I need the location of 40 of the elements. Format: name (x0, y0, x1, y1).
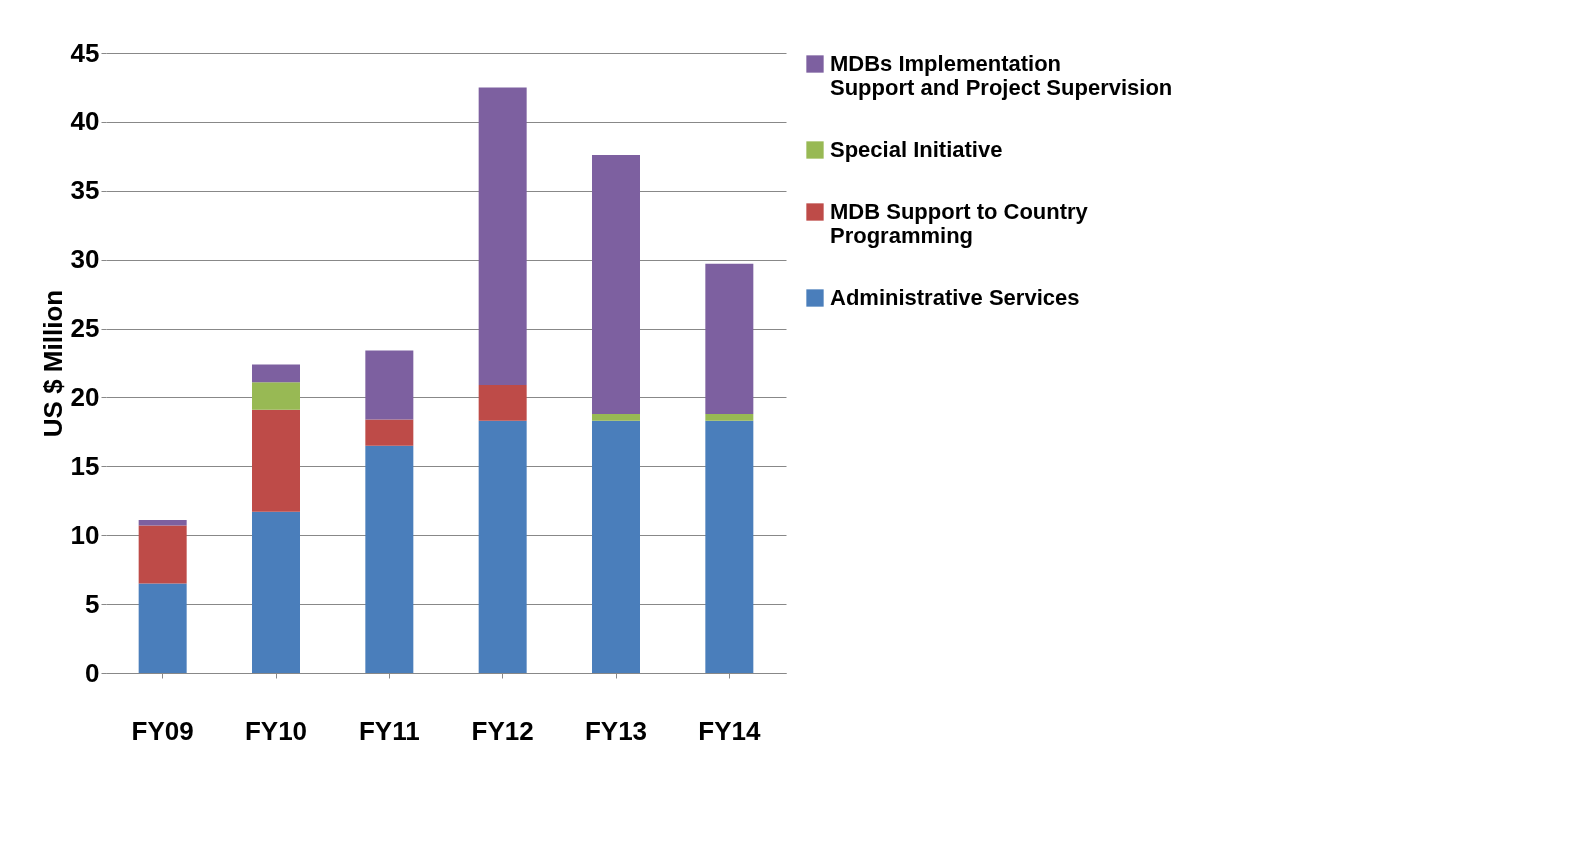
x-tick-label: FY13 (584, 715, 648, 746)
bar (478, 385, 527, 421)
bar (592, 413, 640, 421)
y-axis-title: US $ Million (37, 289, 68, 438)
bar (138, 525, 187, 584)
bar (252, 409, 300, 512)
bar (592, 154, 640, 414)
legend-label: MDBs Implementation Support and Project Supervision (830, 51, 1173, 100)
y-tick-label: 10 (70, 519, 100, 550)
x-tick-label: FY10 (244, 715, 308, 746)
bar (365, 419, 414, 446)
bar (592, 420, 640, 673)
bar (138, 520, 187, 526)
bar (252, 511, 300, 673)
x-tick-label: FY12 (471, 715, 534, 746)
bar (138, 583, 187, 673)
y-tick-label: 45 (70, 37, 100, 68)
y-tick-label: 15 (70, 450, 100, 481)
y-tick-label: 30 (70, 244, 100, 275)
bar (705, 263, 754, 414)
legend-label: Administrative Services (830, 285, 1080, 310)
x-tick-label: FY09 (131, 715, 194, 746)
legend-label: Special Initiative (830, 137, 1003, 162)
x-tick-label: FY11 (358, 715, 420, 746)
y-tick-label: 40 (70, 106, 100, 137)
bar (705, 420, 754, 673)
bar (365, 350, 414, 420)
bar (705, 413, 754, 421)
bar (478, 87, 527, 386)
bar (252, 382, 300, 410)
y-tick-label: 5 (85, 588, 100, 619)
legend-label: MDB Support to Country Programming (830, 199, 1089, 248)
bar (252, 364, 300, 383)
y-tick-label: 0 (85, 657, 100, 688)
y-tick-label: 35 (70, 175, 100, 206)
x-tick-label: FY14 (698, 715, 761, 746)
bar (365, 445, 414, 673)
y-tick-label: 20 (70, 381, 100, 412)
y-tick-label: 25 (70, 313, 100, 344)
bar (478, 420, 527, 673)
